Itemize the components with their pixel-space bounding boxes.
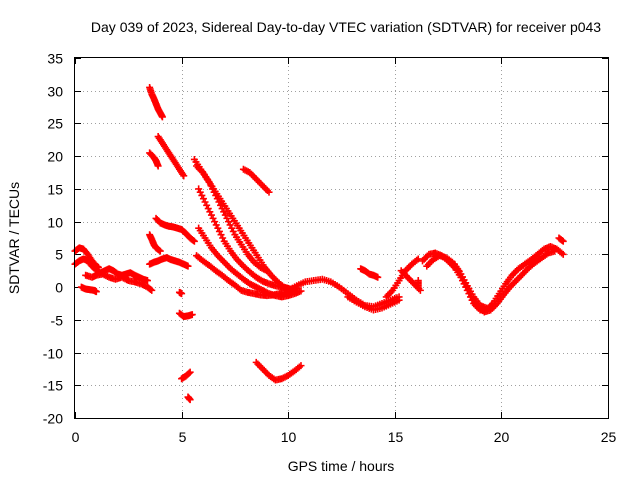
chart-title: Day 039 of 2023, Sidereal Day-to-day VTE… — [91, 19, 601, 35]
data-point-interp — [196, 188, 204, 196]
data-point-interp — [211, 218, 219, 226]
plot-frame — [74, 57, 609, 419]
y-tick-label: 15 — [47, 182, 63, 198]
data-point — [297, 362, 305, 370]
y-tick-label: 25 — [47, 116, 63, 132]
data-point-interp — [212, 221, 220, 229]
data-point — [201, 198, 209, 206]
axis-ticks — [75, 58, 609, 419]
data-point-interp — [215, 227, 223, 235]
y-tick-label: 0 — [55, 280, 63, 296]
data-point — [414, 283, 422, 291]
x-tick-label: 20 — [494, 429, 510, 445]
x-tick-label: 0 — [72, 429, 80, 445]
data-point-interp — [147, 286, 155, 294]
data-point-interp — [204, 205, 212, 213]
y-tick-label: 35 — [47, 51, 63, 67]
data-point — [143, 277, 151, 285]
data-point — [482, 304, 490, 312]
data-point-interp — [206, 208, 214, 216]
data-point — [214, 224, 222, 232]
data-point — [186, 396, 194, 404]
y-tick-label: 5 — [55, 247, 63, 263]
y-tick-label: 30 — [47, 84, 63, 100]
x-tick-label: 25 — [601, 429, 617, 445]
data-point-interp — [558, 236, 566, 244]
data-point — [188, 311, 196, 319]
data-points — [71, 83, 567, 404]
data-point — [414, 255, 422, 263]
data-point — [148, 286, 156, 294]
x-tick-label: 10 — [281, 429, 297, 445]
data-point — [263, 267, 271, 275]
data-point — [395, 296, 403, 304]
data-point-interp — [155, 246, 163, 254]
data-point — [551, 247, 559, 255]
data-point — [92, 288, 100, 296]
data-point — [154, 162, 162, 170]
data-point-interp — [203, 201, 211, 209]
data-point-interp — [217, 231, 225, 239]
data-point — [374, 273, 382, 281]
data-point — [158, 113, 166, 121]
data-point — [559, 237, 567, 245]
data-point — [265, 188, 273, 196]
data-point-interp — [209, 214, 217, 222]
x-tick-label: 5 — [179, 429, 187, 445]
x-tick-label: 15 — [388, 429, 404, 445]
data-point-interp — [185, 369, 193, 377]
data-point — [297, 287, 305, 295]
data-point — [559, 250, 567, 258]
y-tick-label: 10 — [47, 215, 63, 231]
data-point-interp — [199, 195, 207, 203]
data-point-interp — [189, 236, 197, 244]
data-point — [94, 263, 102, 271]
tick-labels: 0 5 10 15 20 25 -20 -15 -10 -5 0 5 10 15 20 25 30 35 — [43, 51, 617, 446]
x-axis-label: GPS time / hours — [288, 458, 395, 474]
y-tick-label: -10 — [43, 346, 63, 362]
data-point — [195, 185, 203, 193]
data-point — [190, 237, 198, 245]
data-point — [184, 262, 192, 270]
grid — [75, 58, 608, 418]
y-tick-label: -15 — [43, 378, 63, 394]
y-axis-label: SDTVAR / TECUs — [6, 182, 22, 294]
data-point — [156, 247, 164, 255]
data-point — [207, 211, 215, 219]
data-point — [178, 290, 186, 298]
data-point — [186, 368, 194, 376]
data-point — [180, 172, 188, 180]
y-tick-label: 20 — [47, 149, 63, 165]
data-point-interp — [198, 191, 206, 199]
y-tick-label: -5 — [51, 313, 64, 329]
y-tick-label: -20 — [43, 411, 63, 427]
